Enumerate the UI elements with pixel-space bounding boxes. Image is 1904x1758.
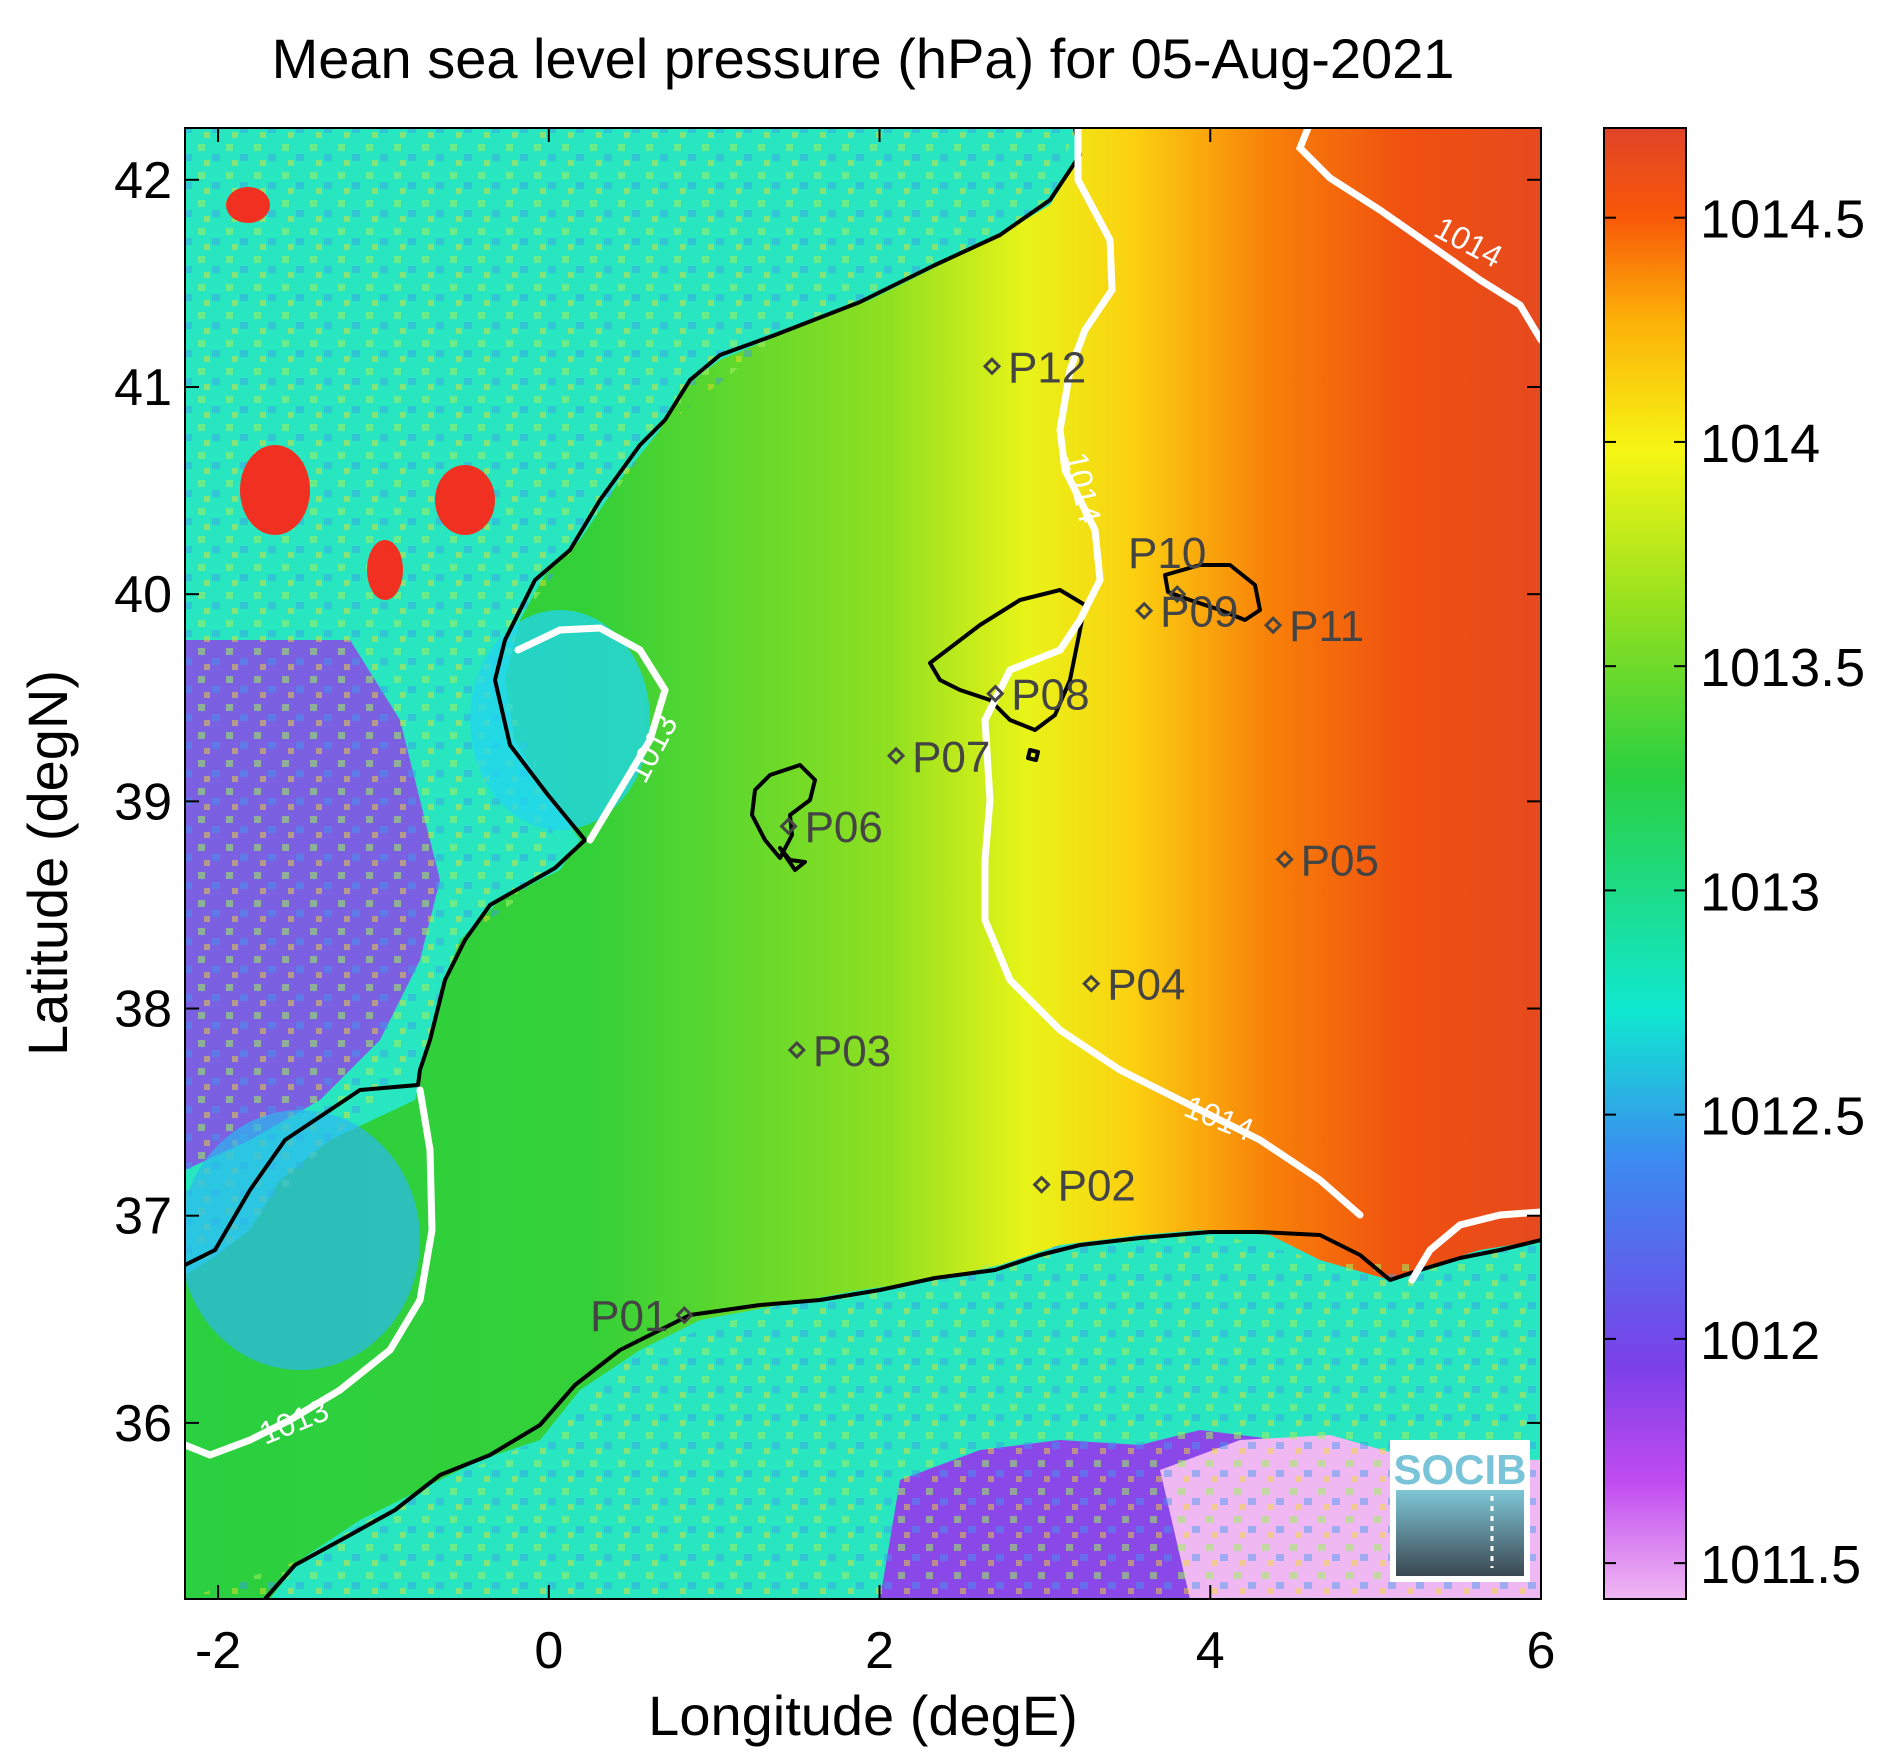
station-label: P02 — [1058, 1162, 1136, 1211]
colorbar-tick-label: 1011.5 — [1700, 1535, 1861, 1595]
station-marker-icon — [1275, 850, 1294, 869]
station-label: P11 — [1289, 602, 1364, 651]
y-tick-label: 42 — [114, 152, 172, 210]
socib-logo-image — [1396, 1490, 1524, 1576]
y-tick-label: 39 — [114, 773, 172, 831]
formentera-coastline — [778, 846, 807, 872]
y-tick-label: 38 — [114, 981, 172, 1039]
station-label: P04 — [1107, 961, 1185, 1010]
high-pressure-hotspot-3 — [367, 540, 403, 600]
isobar-1013-valencia — [514, 624, 669, 844]
isobar-contours — [185, 128, 1541, 1459]
y-tick-label: 40 — [114, 566, 172, 624]
y-axis-ticks: 36 37 38 39 40 41 42 — [114, 152, 1541, 1453]
x-axis-label: Longitude (degE) — [648, 1684, 1078, 1747]
station-label: P03 — [813, 1027, 891, 1076]
high-pressure-hotspot-2 — [435, 465, 495, 535]
station-marker-icon — [1168, 585, 1187, 604]
isobar-1014-northeast — [1295, 128, 1541, 344]
colorbar-tick-label: 1012.5 — [1700, 1087, 1865, 1147]
station-label: P07 — [912, 733, 990, 782]
colorbar-ramp — [1603, 127, 1687, 1600]
chart-title: Mean sea level pressure (hPa) for 05-Aug… — [272, 27, 1455, 90]
y-axis-label: Latitude (degN) — [16, 670, 79, 1056]
low-pressure-cell-alboran — [185, 1110, 420, 1370]
station-marker-icon — [982, 357, 1002, 376]
socib-logo: SOCIB — [1390, 1440, 1530, 1582]
station-marker-icon — [1134, 601, 1154, 620]
colorbar: 1011.5 1012 1012.5 1013 1013.5 1014 1014.5 — [1603, 127, 1865, 1600]
station-label: P10 — [1128, 529, 1206, 578]
x-tick-label: -2 — [195, 1622, 241, 1680]
station-marker-icon — [779, 817, 798, 836]
colorbar-tick-label: 1013.5 — [1700, 638, 1865, 698]
y-tick-label: 41 — [114, 359, 172, 417]
x-tick-label: 0 — [534, 1622, 563, 1680]
station-marker-icon — [1263, 616, 1283, 635]
station-marker-icon — [1032, 1175, 1051, 1194]
station-marker-icon — [1082, 974, 1101, 993]
x-tick-label: 2 — [865, 1622, 894, 1680]
cabrera-coastline — [1026, 748, 1040, 762]
station-marker-icon — [675, 1306, 694, 1325]
low-pressure-cell-valencia — [470, 610, 650, 830]
station-label: P01 — [590, 1292, 668, 1341]
x-tick-label: 6 — [1527, 1622, 1556, 1680]
high-pressure-hotspot-4 — [226, 187, 270, 223]
high-pressure-hotspot-1 — [240, 445, 310, 535]
y-tick-label: 37 — [114, 1188, 172, 1246]
north-africa-coastline — [263, 1230, 1541, 1599]
station-label: P12 — [1008, 343, 1086, 392]
colorbar-tick-label: 1014 — [1700, 414, 1820, 474]
coastlines — [185, 128, 1541, 1599]
north-africa-land-detail — [185, 1230, 1541, 1599]
station-marker-icon — [986, 684, 1005, 703]
isobar-1013-alboran — [185, 1086, 436, 1459]
station-label: P05 — [1301, 836, 1379, 885]
colorbar-ticks: 1011.5 1012 1012.5 1013 1013.5 1014 1014.5 — [1604, 190, 1865, 1595]
map-panel: 1013 1013 1014 1014 1014 P01P02P03P04P05… — [185, 128, 1541, 1599]
socib-logo-text: SOCIB — [1393, 1446, 1526, 1493]
station-label: P06 — [805, 803, 883, 852]
x-axis-ticks: -2 0 2 4 6 — [195, 128, 1556, 1680]
station-marker-icon — [886, 746, 906, 765]
map-frame — [184, 127, 1542, 1600]
ibiza-coastline — [750, 763, 817, 860]
isobar-1014-southeast — [1408, 1208, 1541, 1284]
y-tick-label: 36 — [114, 1395, 172, 1453]
colorbar-tick-label: 1014.5 — [1700, 190, 1865, 250]
menorca-coastline — [1163, 563, 1262, 622]
colorbar-tick-label: 1013 — [1700, 862, 1820, 922]
colorbar-tick-label: 1012 — [1700, 1311, 1820, 1371]
iberian-coastline — [185, 128, 1082, 1267]
mallorca-coastline — [928, 588, 1087, 732]
isobar-1014-central — [981, 128, 1364, 1219]
station-marker-icon — [787, 1040, 806, 1060]
iberian-land-detail — [185, 128, 1075, 1275]
x-tick-label: 4 — [1196, 1622, 1225, 1680]
station-label: P08 — [1011, 671, 1089, 720]
